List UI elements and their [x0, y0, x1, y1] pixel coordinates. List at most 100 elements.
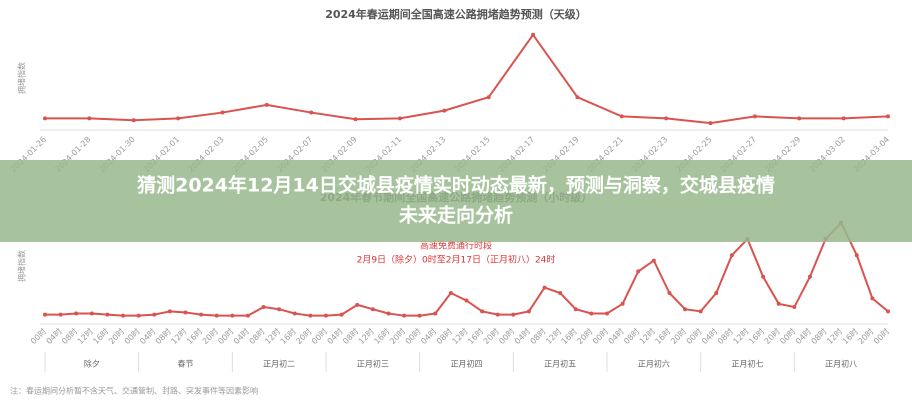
x-tick-label: 12时 [731, 326, 751, 346]
point [761, 274, 766, 279]
point [87, 116, 92, 121]
x-tick-label: 08时 [340, 326, 360, 346]
x-tick-label: 12时 [169, 326, 189, 346]
point [651, 258, 656, 263]
annotation: 2月9日（除夕）0时至2月17日（正月初八）24时 [357, 254, 556, 266]
point [776, 301, 781, 306]
x-tick-label: 12时 [450, 326, 470, 346]
x-group-label: 春节 [178, 359, 194, 369]
x-tick-label: 16时 [840, 326, 860, 346]
point [261, 305, 266, 310]
x-tick-label: 04时 [606, 326, 626, 346]
x-tick-label: 08时 [621, 326, 641, 346]
x-tick-label: 04时 [512, 326, 532, 346]
point [220, 110, 225, 115]
x-tick-label: 16时 [465, 326, 485, 346]
x-tick-label: 04时 [138, 326, 158, 346]
x-tick-label: 12时 [543, 326, 563, 346]
x-tick-label: 00时 [403, 326, 423, 346]
x-tick-label: 04时 [793, 326, 813, 346]
x-tick-label: 20时 [856, 326, 876, 346]
x-group-label: 正月初三 [357, 359, 389, 369]
point [698, 309, 703, 314]
point [531, 32, 536, 37]
point [339, 312, 344, 317]
x-tick-label: 08时 [247, 326, 267, 346]
x-group-label: 正月初二 [263, 359, 295, 369]
point [442, 108, 447, 113]
point [752, 114, 757, 119]
point [167, 309, 172, 314]
x-group-label: 正月初七 [732, 359, 764, 369]
x-tick-label: 00时 [497, 326, 517, 346]
x-tick-label: 00时 [684, 326, 704, 346]
point [308, 313, 313, 318]
x-tick-label: 12时 [637, 326, 657, 346]
x-tick-label: 12时 [262, 326, 282, 346]
x-tick-label: 20时 [294, 326, 314, 346]
point [58, 312, 63, 317]
x-tick-label: 20时 [762, 326, 782, 346]
point [714, 291, 719, 295]
point [486, 95, 491, 100]
x-tick-label: 08时 [809, 326, 829, 346]
x-tick-label: 08时 [59, 326, 79, 346]
x-tick-label: 00时 [778, 326, 798, 346]
point [264, 102, 269, 107]
x-tick-label: 04时 [700, 326, 720, 346]
point [542, 285, 547, 290]
point [433, 311, 438, 316]
point [152, 312, 157, 317]
point [386, 311, 391, 316]
point [792, 305, 797, 310]
point [183, 310, 188, 315]
point [886, 309, 890, 314]
x-tick-label: 20时 [200, 326, 220, 346]
x-tick-label: 20时 [481, 326, 501, 346]
point [214, 313, 219, 318]
point [605, 311, 609, 316]
point [370, 307, 375, 312]
point [324, 313, 328, 318]
point [619, 114, 624, 119]
point [589, 311, 594, 316]
point [797, 116, 802, 121]
x-tick-label: 08时 [153, 326, 173, 346]
point [664, 116, 669, 121]
x-tick-label: 04时 [44, 326, 64, 346]
point [464, 298, 469, 303]
chart-title: 2024年春运期间全国高速公路拥堵趋势预测（天级） [325, 7, 587, 21]
x-group-label: 正月初四 [451, 359, 483, 369]
subtitle: 高速免费通行时段 [420, 240, 492, 252]
point [136, 313, 141, 318]
x-tick-label: 04时 [325, 326, 345, 346]
point [448, 291, 453, 295]
x-tick-label: 00时 [590, 326, 610, 346]
point [121, 313, 126, 318]
x-tick-label: 16时 [372, 326, 392, 346]
x-tick-label: 20时 [668, 326, 688, 346]
point [89, 311, 94, 316]
x-tick-label: 16时 [746, 326, 766, 346]
point [667, 291, 672, 295]
x-tick-label: 00时 [122, 326, 142, 346]
point [105, 312, 110, 317]
point [397, 116, 402, 121]
point [480, 309, 485, 314]
x-tick-label: 16时 [184, 326, 204, 346]
point [309, 110, 314, 115]
x-tick-label: 00时 [871, 326, 891, 346]
point [417, 313, 422, 318]
x-group-label: 除夕 [84, 359, 100, 369]
x-tick-label: 16时 [278, 326, 298, 346]
x-tick-label: 00时 [216, 326, 236, 346]
banner-line: 未来走向分析 [398, 204, 513, 227]
point [511, 312, 516, 317]
point [277, 307, 282, 312]
point [43, 312, 47, 317]
point [131, 118, 136, 123]
point [74, 311, 79, 316]
x-tick-label: 20时 [575, 326, 595, 346]
x-tick-label: 16时 [91, 326, 111, 346]
